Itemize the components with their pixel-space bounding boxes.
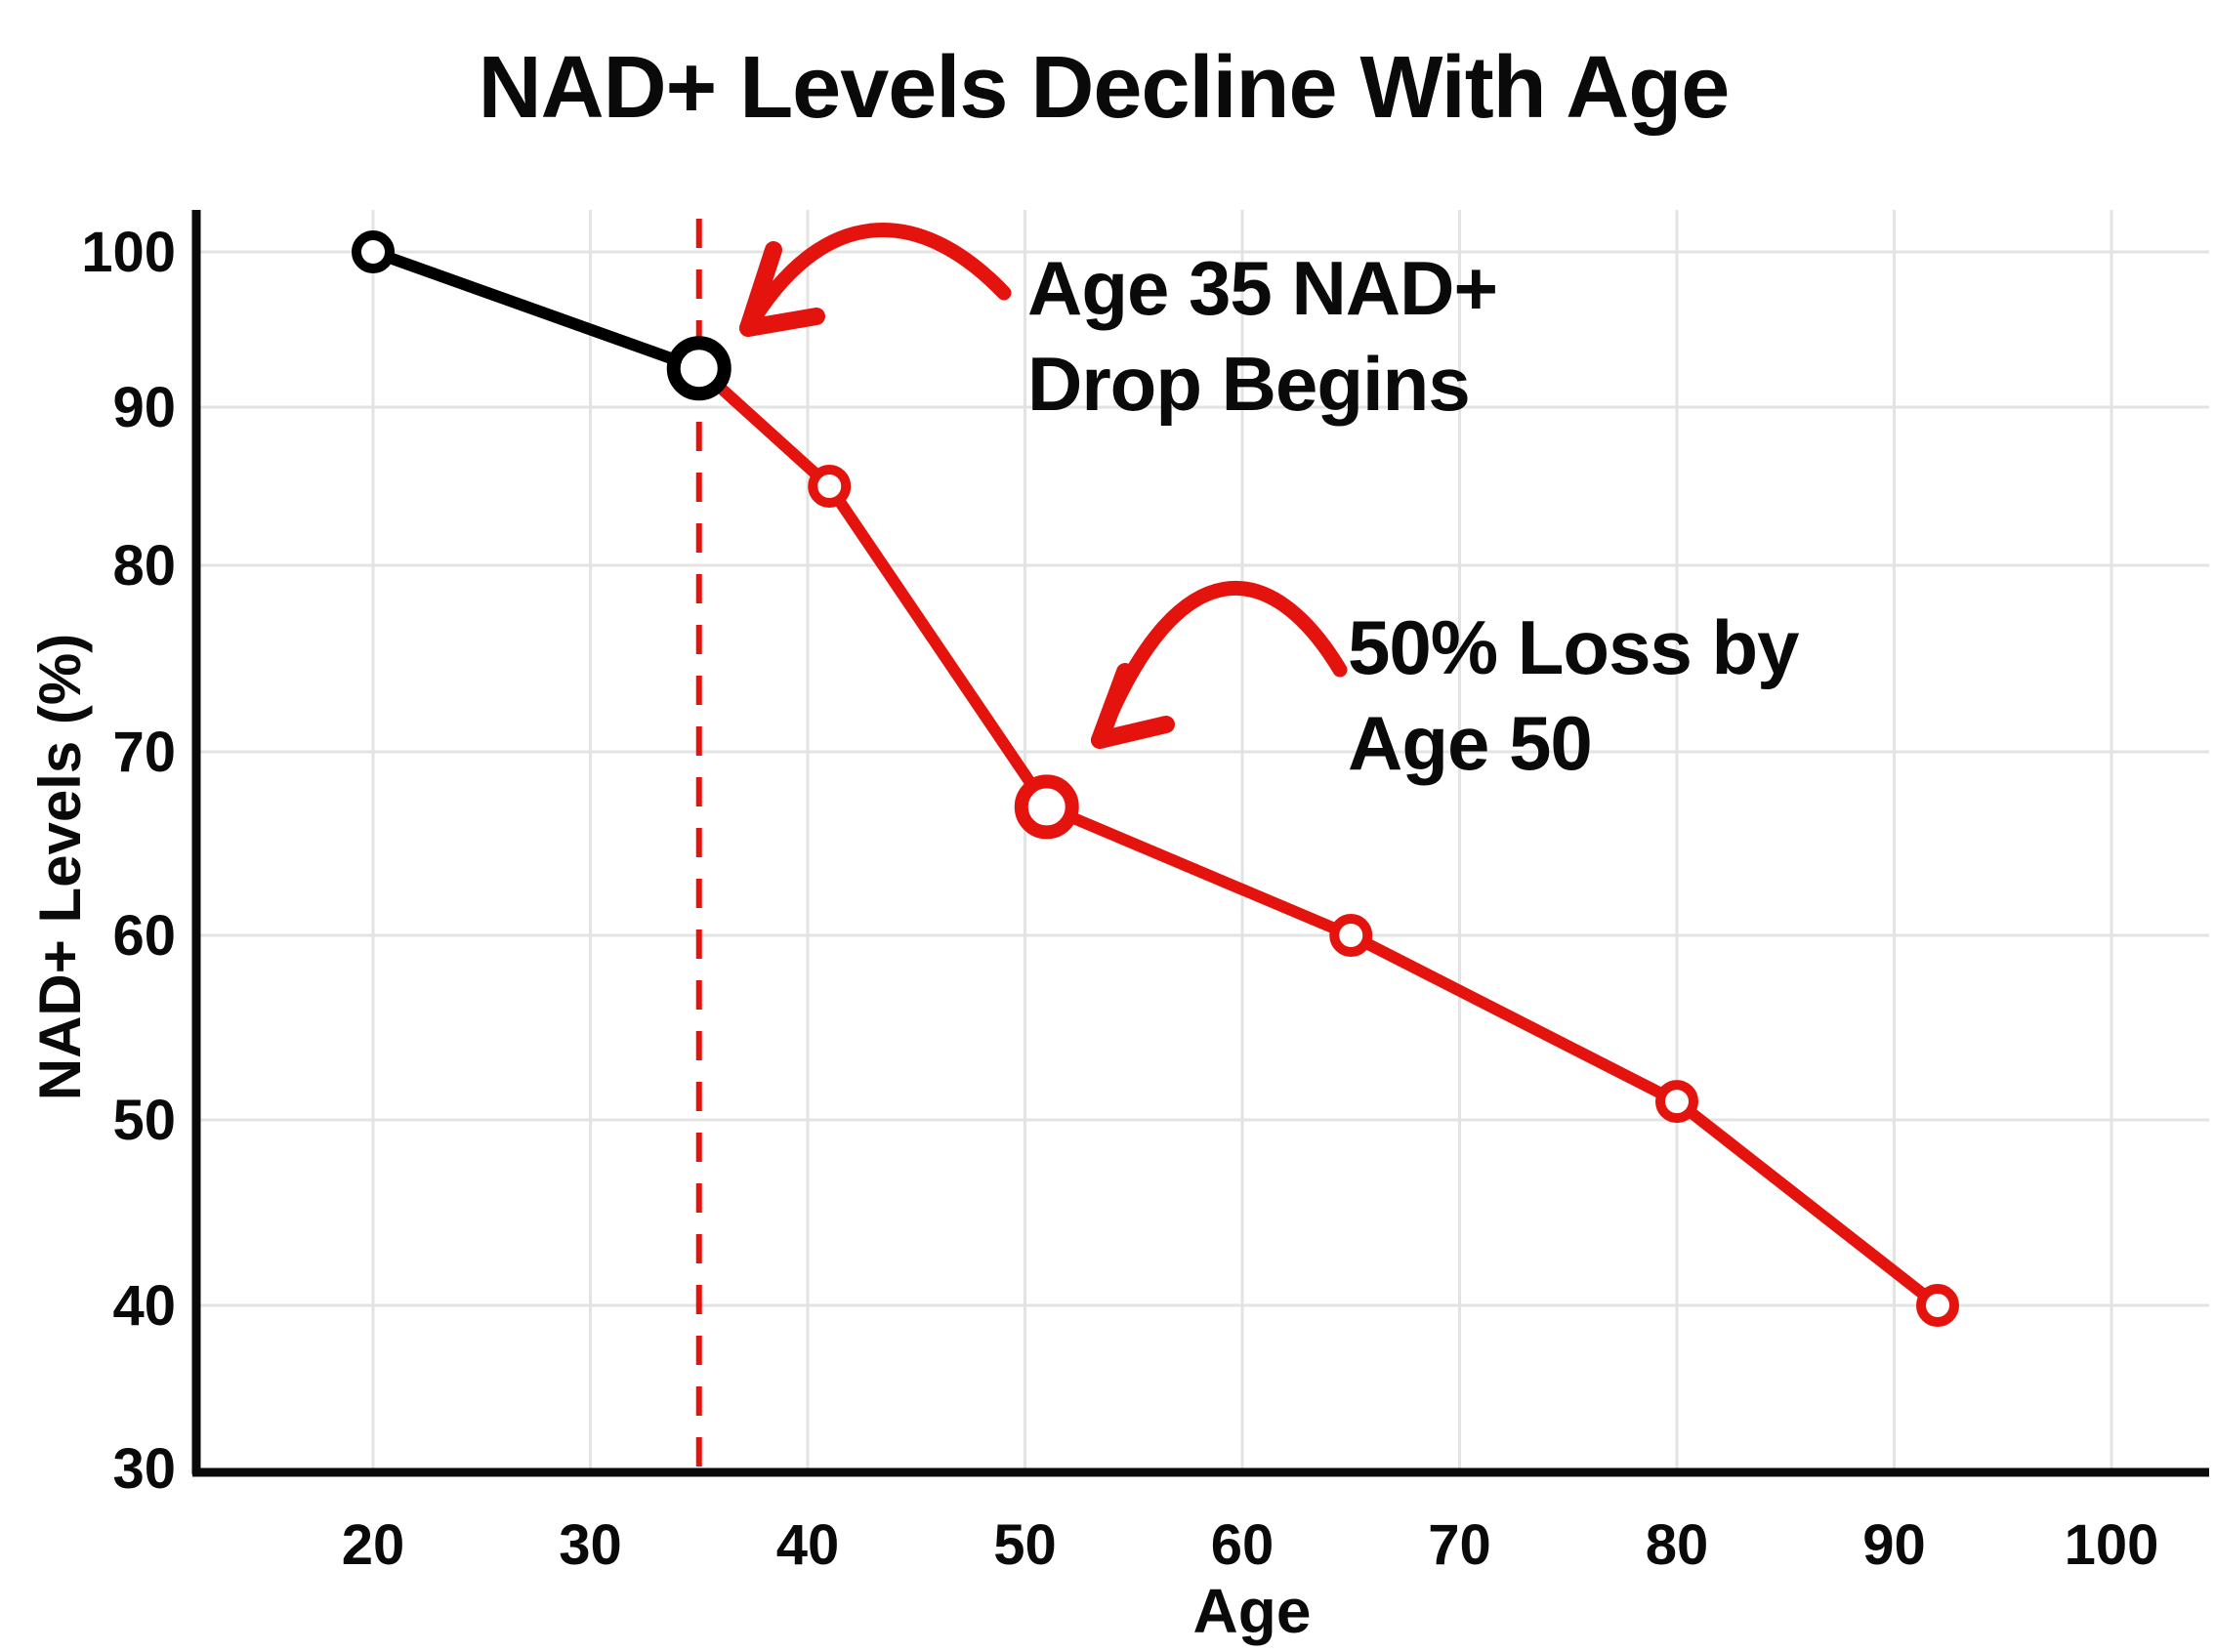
arrow-to-age-35-point bbox=[739, 223, 1012, 337]
annotation-age-35-line-1: Age 35 NAD+ bbox=[1027, 245, 1497, 331]
arrow-to-age-35-point-head-stroke-1 bbox=[739, 308, 825, 337]
arrow-to-age-35-point-head-stroke-0 bbox=[739, 241, 782, 337]
y-tick-label-50: 50 bbox=[112, 1089, 176, 1152]
data-point-age-80 bbox=[1655, 1080, 1698, 1124]
y-tick-label-100: 100 bbox=[81, 221, 176, 284]
annotation-50-percent-loss: 50% Loss by Age 50 bbox=[1348, 604, 1800, 786]
x-tick-label-50: 50 bbox=[993, 1513, 1057, 1577]
gridlines bbox=[196, 210, 2209, 1468]
series-line-age-related-decline bbox=[692, 362, 1943, 1311]
data-point-age-20 bbox=[352, 230, 395, 273]
x-tick-label-40: 40 bbox=[776, 1513, 840, 1577]
x-tick-label-30: 30 bbox=[559, 1513, 622, 1577]
x-tick-label-90: 90 bbox=[1862, 1513, 1926, 1577]
x-tick-label-20: 20 bbox=[342, 1513, 405, 1577]
arrow-to-age-50-point-head-stroke-0 bbox=[1091, 663, 1134, 749]
data-point-markers bbox=[352, 230, 1959, 1327]
series-line-youthful-baseline bbox=[367, 246, 705, 375]
x-tick-label-100: 100 bbox=[2065, 1513, 2159, 1577]
arrow-to-age-35-point-shaft bbox=[740, 223, 1012, 336]
data-point-age-92 bbox=[1916, 1284, 1959, 1327]
annotation-arrows bbox=[739, 223, 1348, 749]
arrow-to-age-50-point bbox=[1091, 580, 1348, 749]
chart-title: NAD+ Levels Decline With Age bbox=[479, 39, 1730, 137]
y-tick-label-40: 40 bbox=[112, 1274, 176, 1338]
x-tick-label-80: 80 bbox=[1646, 1513, 1709, 1577]
annotation-50-percent-line-1: 50% Loss by bbox=[1348, 604, 1799, 690]
tick-labels: 20 30 40 50 60 70 80 90 100 30 40 50 60 70 80 90 100 bbox=[81, 221, 2158, 1577]
x-tick-label-70: 70 bbox=[1428, 1513, 1491, 1577]
data-series-lines bbox=[367, 246, 1943, 1311]
data-point-age-41 bbox=[808, 465, 852, 508]
y-axis-label: NAD+ Levels (%) bbox=[27, 634, 93, 1100]
y-tick-label-80: 80 bbox=[112, 534, 176, 598]
annotation-age-35-line-2: Drop Begins bbox=[1027, 341, 1470, 427]
x-tick-label-60: 60 bbox=[1211, 1513, 1275, 1577]
arrow-to-age-50-point-head-stroke-1 bbox=[1091, 716, 1175, 749]
arrow-to-age-50-point-shaft bbox=[1092, 580, 1348, 748]
y-tick-label-90: 90 bbox=[112, 376, 176, 439]
y-tick-label-70: 70 bbox=[112, 721, 176, 784]
annotation-age-35: Age 35 NAD+ Drop Begins bbox=[1027, 245, 1498, 427]
y-tick-label-60: 60 bbox=[112, 904, 176, 968]
data-point-age-65 bbox=[1329, 914, 1373, 957]
data-point-age-51 bbox=[1014, 774, 1079, 840]
data-point-age-35 bbox=[666, 336, 731, 401]
x-axis-label: Age bbox=[1193, 1576, 1312, 1646]
y-tick-label-30: 30 bbox=[112, 1437, 176, 1501]
annotation-50-percent-line-2: Age 50 bbox=[1348, 700, 1592, 786]
